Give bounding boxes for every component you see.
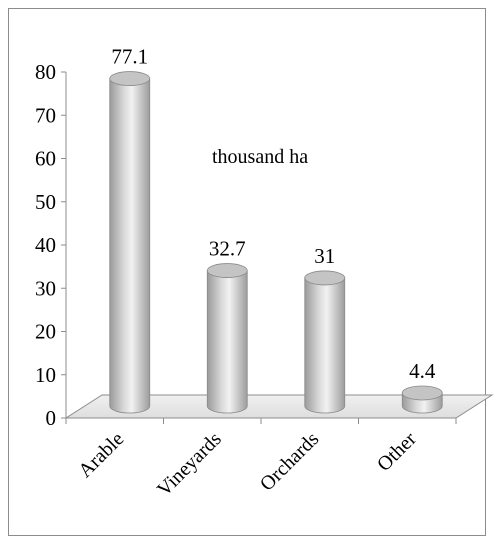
category-label: Vineyards	[153, 428, 226, 501]
unit-annotation: thousand ha	[212, 146, 308, 168]
y-tick-label: 70	[35, 103, 56, 127]
y-axis-ticks: 0 10 20 30 40 50 60 70 80	[35, 60, 66, 430]
y-tick-label: 50	[35, 190, 56, 214]
category-label: Orchards	[256, 428, 324, 496]
y-tick-label: 20	[35, 320, 56, 344]
bar-body	[109, 78, 151, 414]
y-tick-label: 10	[35, 363, 56, 387]
y-tick-label: 80	[35, 60, 56, 84]
bar-arable	[109, 71, 151, 414]
x-axis-ticks	[65, 418, 457, 424]
y-tick-label: 40	[35, 233, 56, 257]
bars	[109, 71, 443, 414]
bar-orchards	[304, 270, 346, 414]
bar-top	[304, 270, 346, 286]
category-label: Other	[373, 428, 421, 476]
bar-top	[109, 71, 151, 86]
bar-other	[401, 385, 443, 414]
bar-top	[206, 263, 248, 278]
data-label: 32.7	[209, 237, 246, 261]
data-label: 77.1	[111, 45, 148, 69]
bar-top	[401, 385, 443, 401]
data-labels: 77.1 32.7 31 4.4	[111, 45, 436, 383]
category-labels: Arable Vineyards Orchards Other	[74, 428, 421, 501]
data-label: 31	[314, 244, 335, 268]
data-label: 4.4	[409, 359, 436, 383]
category-label: Arable	[74, 428, 128, 482]
y-tick-label: 30	[35, 276, 56, 300]
y-tick-label: 0	[46, 406, 57, 430]
bar-body	[206, 270, 248, 414]
bar-body	[304, 277, 346, 414]
y-tick-label: 60	[35, 147, 56, 171]
bar-vineyards	[206, 263, 248, 414]
